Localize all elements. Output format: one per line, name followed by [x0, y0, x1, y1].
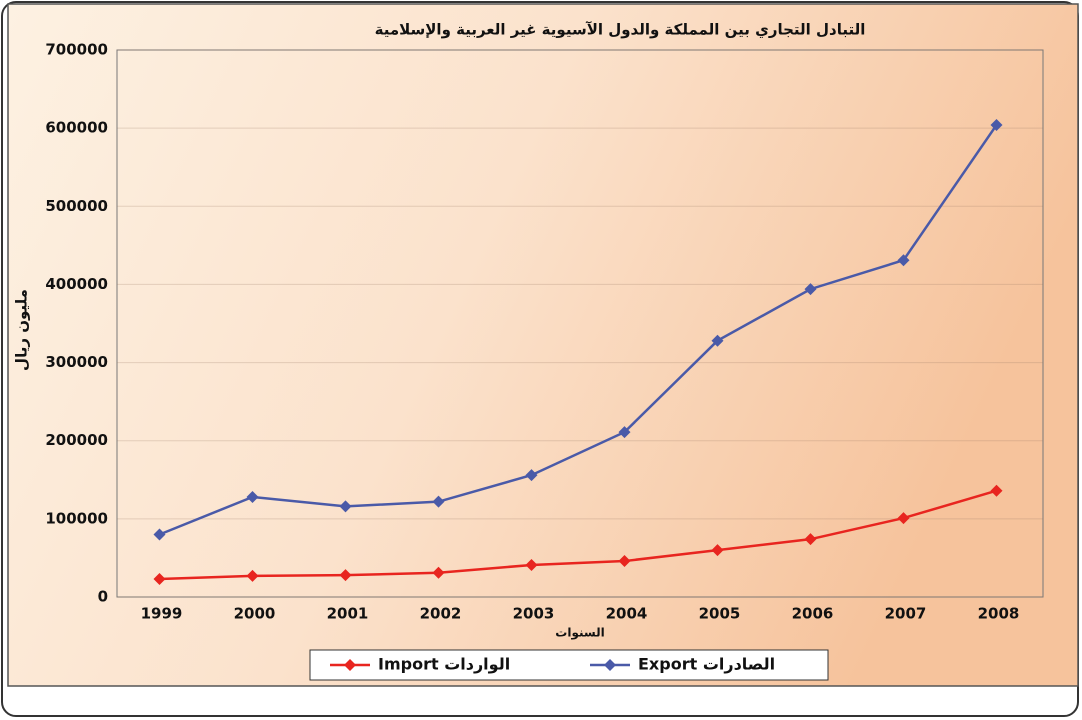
x-tick-label: 2006: [792, 605, 834, 623]
y-tick-label: 200000: [45, 431, 108, 449]
y-axis-label: مليون ريال: [13, 289, 31, 371]
y-tick-label: 400000: [45, 275, 108, 293]
legend-label: Import الواردات: [378, 655, 510, 674]
chart: التبادل التجاري بين المملكة والدول الآسي…: [0, 0, 1082, 720]
y-tick-label: 500000: [45, 197, 108, 215]
y-tick-label: 700000: [45, 41, 108, 59]
x-tick-label: 2002: [420, 605, 462, 623]
x-tick-label: 2003: [513, 605, 555, 623]
chart-title: التبادل التجاري بين المملكة والدول الآسي…: [375, 21, 866, 40]
x-tick-label: 1999: [141, 605, 183, 623]
x-tick-label: 2008: [978, 605, 1020, 623]
y-tick-label: 300000: [45, 353, 108, 371]
x-tick-label: 2000: [234, 605, 276, 623]
chart-area: [8, 4, 1078, 686]
x-tick-label: 2005: [699, 605, 741, 623]
y-tick-label: 600000: [45, 119, 108, 137]
x-tick-label: 2001: [327, 605, 369, 623]
x-axis-label: السنوات: [555, 626, 604, 641]
x-tick-label: 2004: [606, 605, 648, 623]
y-tick-label: 100000: [45, 509, 108, 527]
x-tick-label: 2007: [885, 605, 927, 623]
legend-label: Export الصادرات: [638, 655, 775, 674]
y-tick-label: 0: [98, 588, 108, 606]
